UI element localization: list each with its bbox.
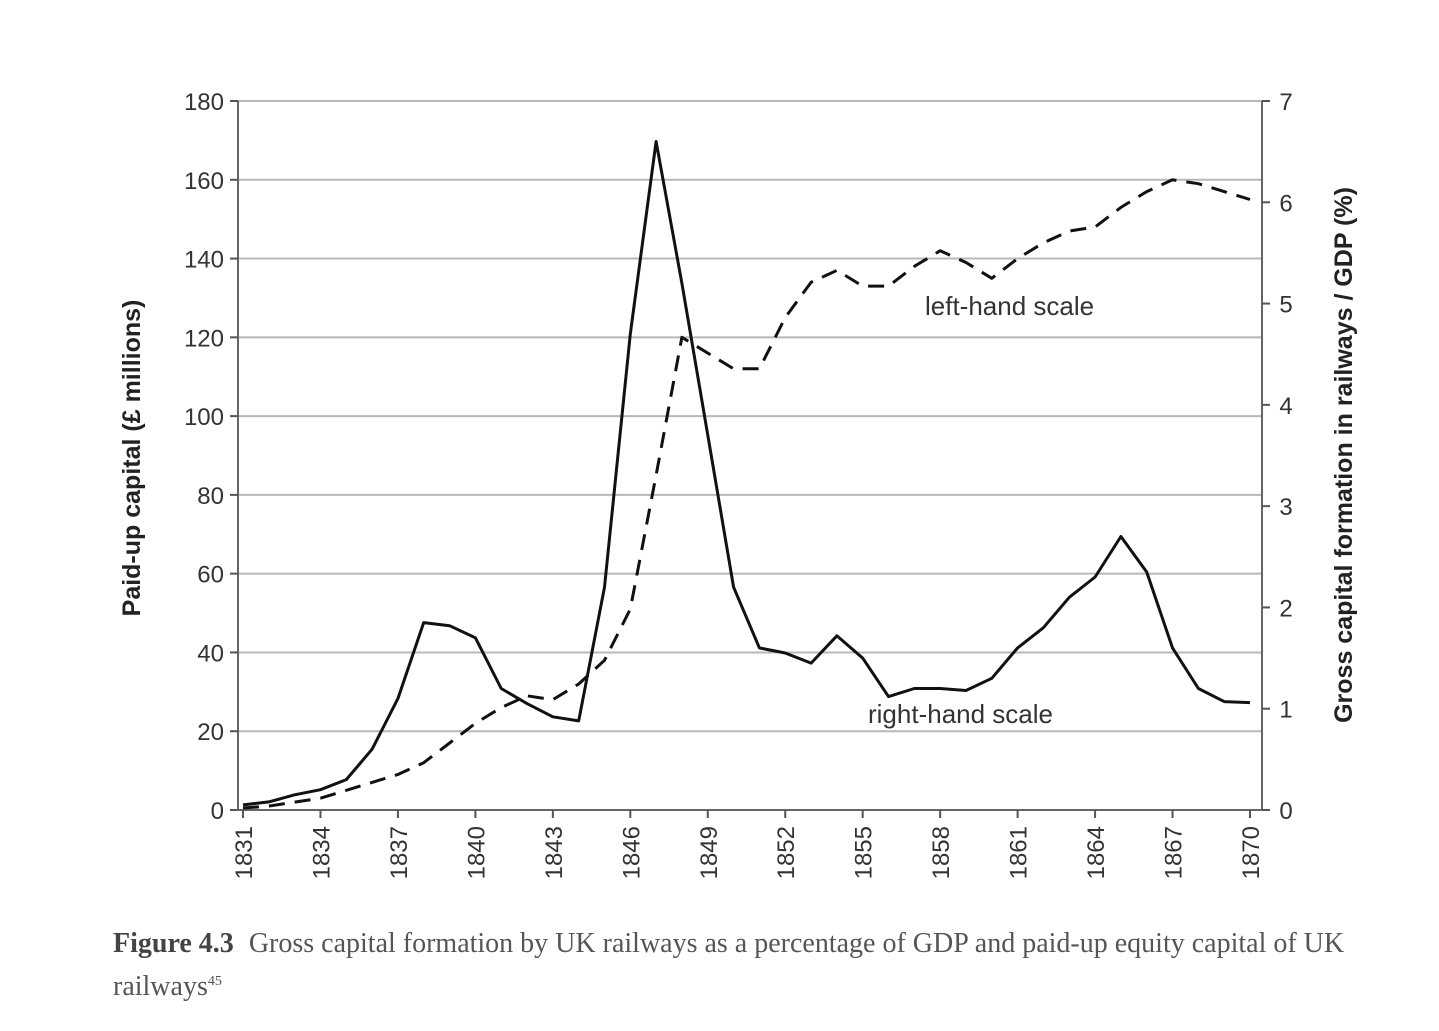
right-tick-label: 7 xyxy=(1279,89,1292,116)
left-axis-title: Paid-up capital (£ millions) xyxy=(118,300,146,617)
left-tick-label: 120 xyxy=(184,325,224,352)
x-tick-label: 1831 xyxy=(231,826,258,879)
right-tick-label: 0 xyxy=(1279,798,1292,825)
x-tick-label: 1855 xyxy=(851,826,878,879)
right-tick-label: 5 xyxy=(1279,292,1292,319)
left-tick-label: 160 xyxy=(184,168,224,195)
right-tick-label: 2 xyxy=(1279,595,1292,622)
axes xyxy=(237,101,1263,811)
x-tick-label: 1861 xyxy=(1006,826,1033,879)
x-tick-label: 1843 xyxy=(541,826,568,879)
series-line-gcf-gdp xyxy=(242,140,1251,807)
left-tick-label: 100 xyxy=(184,404,224,431)
left-tick-label: 0 xyxy=(211,798,224,825)
annotation-left-hand-scale: left-hand scale xyxy=(925,291,1094,321)
footnote-ref: 45 xyxy=(207,974,222,989)
x-tick-label: 1846 xyxy=(618,826,645,879)
left-tick-label: 20 xyxy=(197,719,224,746)
x-tick-label: 1834 xyxy=(308,826,335,879)
figure-caption: Figure 4.3 Gross capital formation by UK… xyxy=(113,925,1383,1006)
left-tick-label: 80 xyxy=(197,483,224,510)
x-tick-label: 1864 xyxy=(1083,826,1110,879)
left-tick-label: 60 xyxy=(197,562,224,589)
annotation-right-hand-scale: right-hand scale xyxy=(868,699,1053,729)
x-tick-label: 1870 xyxy=(1238,826,1265,879)
x-tick-label: 1837 xyxy=(386,826,413,879)
x-tick-label: 1867 xyxy=(1161,826,1188,879)
x-tick-label: 1849 xyxy=(696,826,723,879)
gridlines xyxy=(238,100,1262,733)
x-tick-label: 1852 xyxy=(773,826,800,879)
left-axis-ticks: 0 20 40 60 80 100 120 140 160 180 xyxy=(184,89,238,825)
right-tick-label: 6 xyxy=(1279,190,1292,217)
x-tick-label: 1840 xyxy=(463,826,490,879)
right-axis-title: Gross capital formation in railways / GD… xyxy=(1330,187,1358,723)
right-tick-label: 1 xyxy=(1279,697,1292,724)
figure-label: Figure 4.3 xyxy=(113,928,234,959)
left-tick-label: 40 xyxy=(197,640,224,667)
left-tick-label: 140 xyxy=(184,247,224,274)
left-tick-label: 180 xyxy=(184,89,224,116)
right-axis-ticks: 0 1 2 3 4 5 6 7 xyxy=(1262,89,1293,825)
x-tick-label: 1858 xyxy=(928,826,955,879)
x-axis-ticks: 1831 1834 1837 1840 1843 1846 1849 1852 1855 1858… xyxy=(231,810,1265,879)
right-tick-label: 4 xyxy=(1279,393,1292,420)
series-layer xyxy=(242,140,1251,810)
series-line-paid-up-capital xyxy=(242,178,1251,810)
caption-text: Gross capital formation by UK railways a… xyxy=(113,928,1345,1002)
right-tick-label: 3 xyxy=(1279,494,1292,521)
